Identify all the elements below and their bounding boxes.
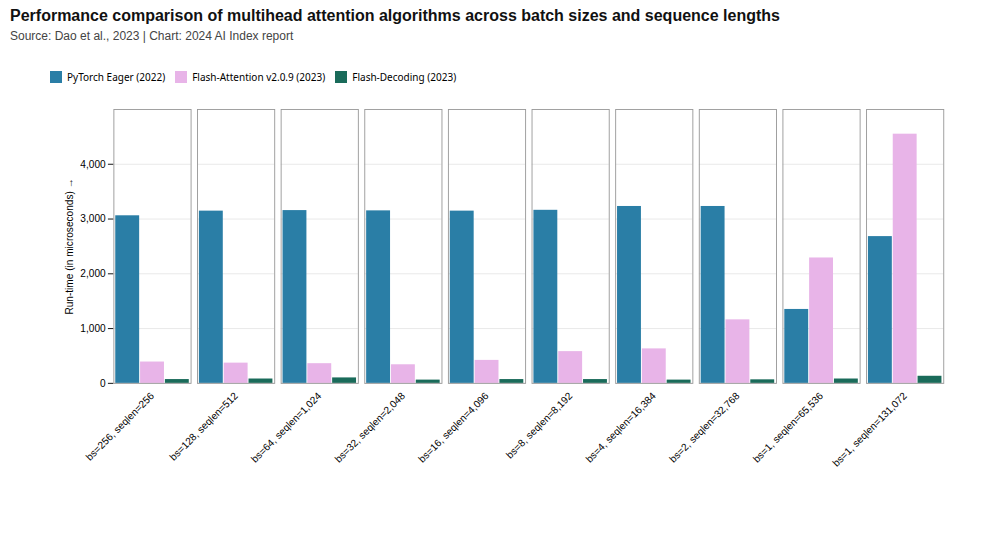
- svg-text:bs=2, seqlen=32,768: bs=2, seqlen=32,768: [667, 390, 742, 465]
- svg-text:Run-time (in microseconds) →: Run-time (in microseconds) →: [64, 178, 75, 314]
- svg-text:bs=8, seqlen=8,192: bs=8, seqlen=8,192: [504, 390, 575, 461]
- svg-text:bs=1, seqlen=65,536: bs=1, seqlen=65,536: [751, 390, 826, 465]
- html-text:Flash-Decoding (2023): Flash-Decoding (2023): [352, 69, 457, 84]
- svg-text:bs=256, seqlen=256: bs=256, seqlen=256: [84, 390, 157, 463]
- svg-text:bs=4, seqlen=16,384: bs=4, seqlen=16,384: [584, 390, 659, 465]
- svg-text:1,000: 1,000: [80, 323, 106, 334]
- svg-text:bs=16, seqlen=4,096: bs=16, seqlen=4,096: [416, 390, 491, 465]
- svg-text:bs=1, seqlen=131,072: bs=1, seqlen=131,072: [830, 390, 909, 469]
- svg-text:0: 0: [100, 378, 106, 389]
- html-text:Performance comparison of mult: Performance comparison of multihead atte…: [10, 7, 780, 24]
- svg-text:3,000: 3,000: [80, 213, 106, 224]
- svg-text:bs=128, seqlen=512: bs=128, seqlen=512: [167, 390, 240, 463]
- svg-text:4,000: 4,000: [80, 158, 106, 169]
- svg-text:bs=32, seqlen=2,048: bs=32, seqlen=2,048: [333, 390, 408, 465]
- svg-text:2,000: 2,000: [80, 268, 106, 279]
- html-text:PyTorch Eager (2022): PyTorch Eager (2022): [67, 69, 166, 84]
- html-text:Source: Dao et al., 2023 | Cha: Source: Dao et al., 2023 | Chart: 2024 A…: [10, 29, 294, 43]
- html-text:Flash-Attention v2.0.9 (2023): Flash-Attention v2.0.9 (2023): [192, 69, 326, 84]
- svg-text:bs=64, seqlen=1,024: bs=64, seqlen=1,024: [249, 390, 324, 465]
